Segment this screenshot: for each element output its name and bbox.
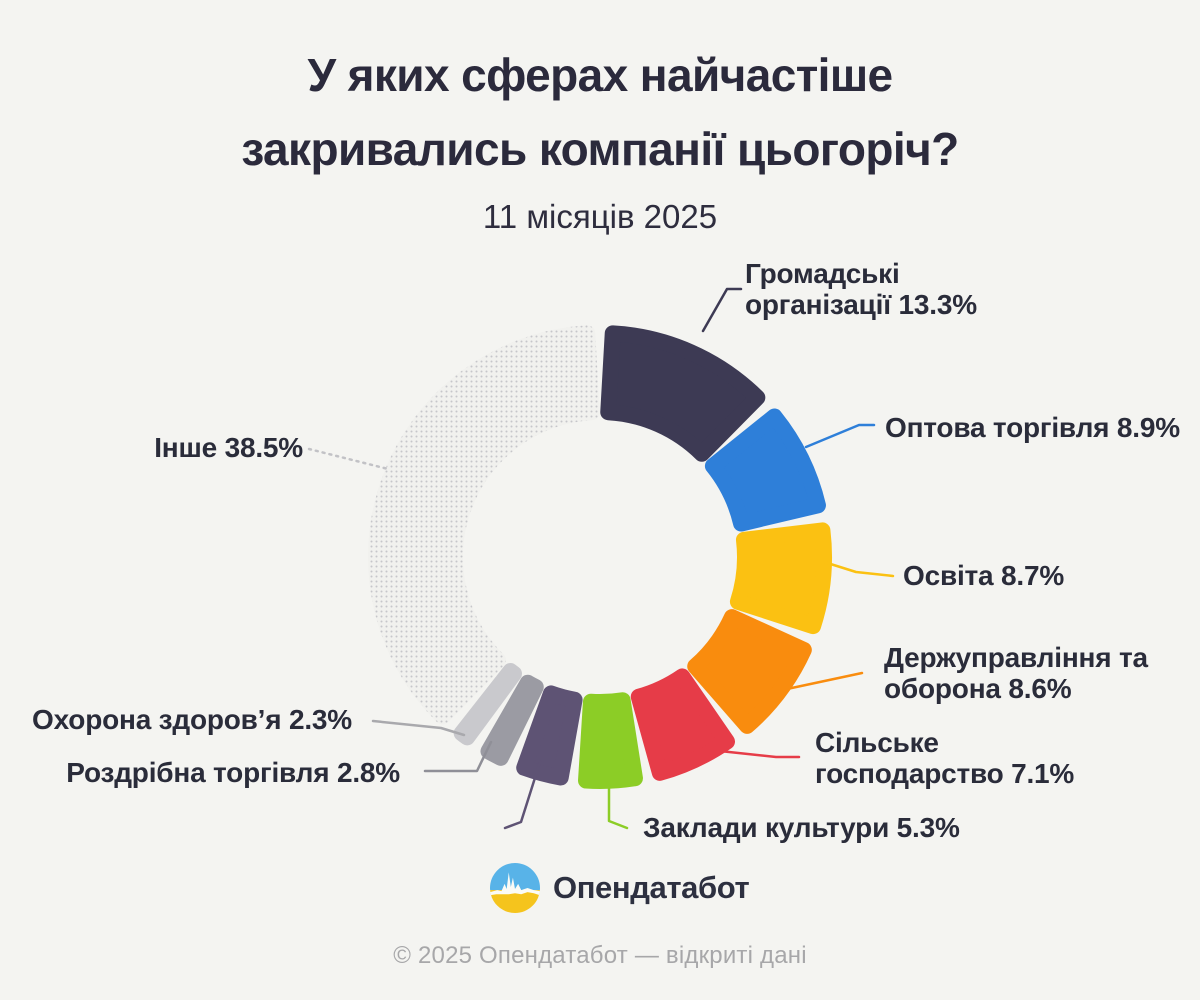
segment-unlabeled [516,685,583,786]
label-line: Сільське [815,727,939,758]
label-zaklady-kultury: Заклади культури 5.3% [643,812,960,843]
label-line: оборона 8.6% [884,673,1072,704]
label-line: Інше 38.5% [154,432,303,463]
label-line: організації 13.3% [745,289,977,320]
segment-optova-torhivlia [704,408,826,532]
label-derzhupravlinnia-ta-oborona: Держуправління та оборона 8.6% [884,642,1148,704]
segment-zaklady-kultury [578,692,643,789]
leader-optova-torhivlia [804,423,876,449]
label-hromadski-orhanizatsii: Громадські організації 13.3% [745,258,977,320]
segment-inshe [368,325,600,725]
label-osvita: Освіта 8.7% [903,560,1064,591]
opendatabot-pulse-icon [490,863,540,913]
leader-hromadski-orhanizatsii [701,287,743,333]
segment-osvita [729,522,832,635]
label-line: господарство 7.1% [815,758,1075,789]
label-line: Держуправління та [884,642,1148,673]
leader-okhorona-zdorovia [371,719,466,737]
leader-unlabeled [503,760,542,830]
leader-rozdribna-torhivlia [423,740,493,773]
label-line: Охорона здоров’я 2.3% [32,704,352,735]
leader-zaklady-kultury [607,744,629,830]
segment-hromadski-orhanizatsii [600,325,766,462]
label-optova-torhivlia: Оптова торгівля 8.9% [885,412,1180,443]
label-line: Роздрібна торгівля 2.8% [66,757,400,788]
leader-inshe [307,447,390,471]
leader-osvita [819,559,895,578]
label-line: Заклади культури 5.3% [643,812,960,843]
copyright-footer: © 2025 Опендатабот — відкриті дані [393,942,807,969]
leader-derzhupravlinnia-ta-oborona [785,671,864,691]
label-rozdribna-torhivlia: Роздрібна торгівля 2.8% [66,757,400,788]
chart-title-line2: закривались компанії цьогоріч? [241,123,959,175]
segment-rozdribna-torhivlia [480,674,544,766]
leader-lines [307,287,895,830]
label-line: Оптова торгівля 8.9% [885,412,1180,443]
leader-silske-hospodarstvo [699,747,801,759]
opendatabot-logo-text: Опендатабот [553,870,750,905]
label-okhorona-zdorovia: Охорона здоров’я 2.3% [32,704,352,735]
label-inshe: Інше 38.5% [154,432,303,463]
chart-subtitle: 11 місяців 2025 [482,198,718,235]
chart-title-line1: У яких сферах найчастіше [307,49,893,101]
header: У яких сферах найчастіше закривались ком… [0,38,1200,236]
donut-segments [368,325,832,789]
label-line: Освіта 8.7% [903,560,1065,591]
label-line: Громадські [745,258,900,289]
segment-okhorona-zdorovia [453,663,522,746]
opendatabot-logo: Опендатабот [490,863,750,913]
label-silske-hospodarstvo: Сільське господарство 7.1% [815,727,1074,789]
segment-derzhupravlinnia-ta-oborona [687,609,812,734]
